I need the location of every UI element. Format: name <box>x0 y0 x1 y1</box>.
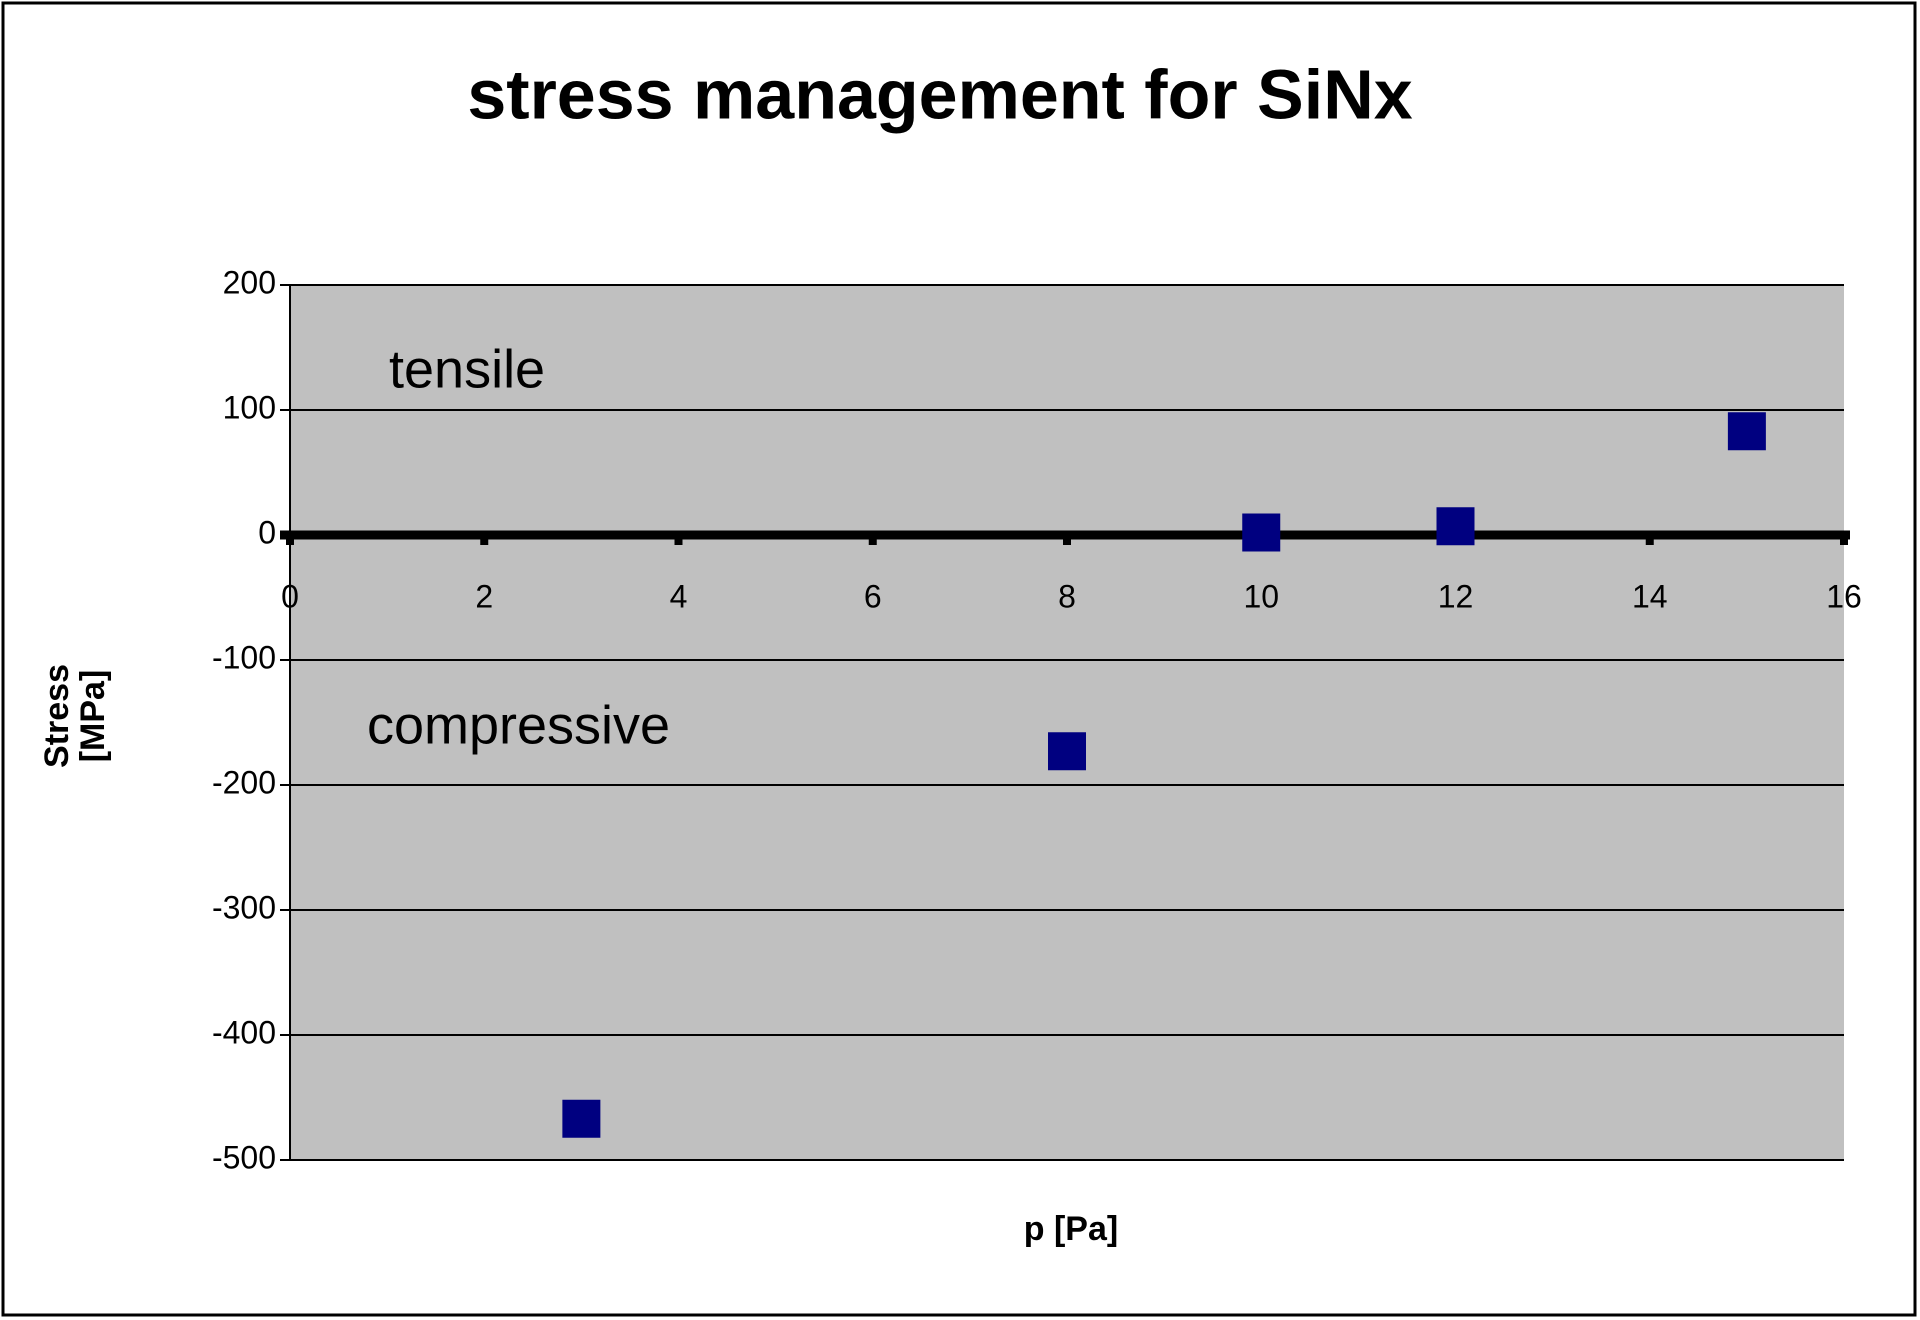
y-tick-label: -500 <box>212 1139 276 1175</box>
data-point <box>1048 732 1086 771</box>
data-point <box>1242 513 1281 552</box>
annotation: compressive <box>367 695 670 755</box>
y-tick-label: -300 <box>212 889 276 925</box>
x-tick-label: 4 <box>670 578 688 614</box>
data-point <box>1436 507 1475 546</box>
x-tick-label: 2 <box>475 578 493 614</box>
x-tick-label: 16 <box>1826 578 1862 614</box>
data-point <box>1727 412 1766 451</box>
y-tick-label: 0 <box>258 514 276 550</box>
x-axis-label: p [Pa] <box>1024 1210 1118 1248</box>
x-tick-label: 6 <box>864 578 882 614</box>
y-tick-label: 200 <box>223 264 276 300</box>
y-tick-label: -400 <box>212 1014 276 1050</box>
x-tick-label: 8 <box>1058 578 1076 614</box>
plot-area <box>290 285 1844 1160</box>
data-point <box>562 1099 601 1138</box>
x-tick-label: 14 <box>1632 578 1668 614</box>
y-tick-label: 100 <box>223 389 276 425</box>
chart-title: stress management for SiNx <box>467 55 1412 133</box>
x-tick-label: 10 <box>1243 578 1279 614</box>
y-tick-label: -200 <box>212 764 276 800</box>
y-tick-label: -100 <box>212 639 276 675</box>
annotation: tensile <box>389 339 545 399</box>
x-tick-label: 12 <box>1438 578 1474 614</box>
x-tick-label: 0 <box>281 578 299 614</box>
y-axis-label: Stress [MPa] <box>38 664 112 768</box>
